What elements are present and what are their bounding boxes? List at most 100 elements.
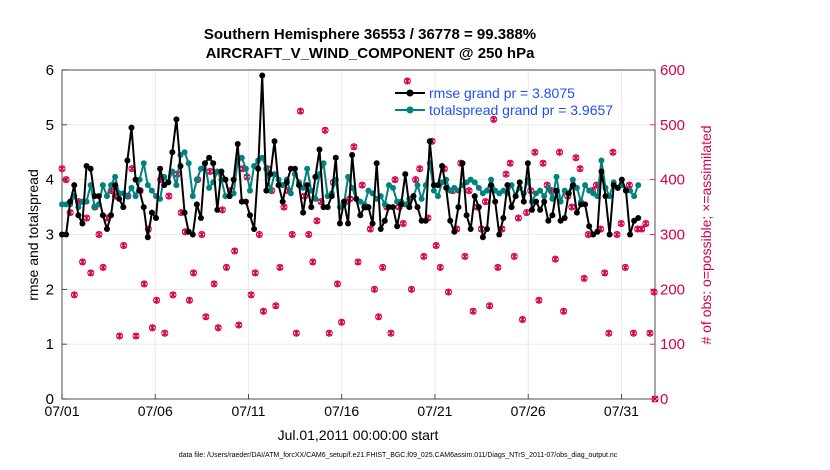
rmse-point [152, 215, 159, 222]
obs-assimilated-marker [622, 264, 629, 271]
obs-assimilated-marker [211, 280, 218, 288]
y-axis-right-ticks: 0 100 200 300 400 500 600 [650, 62, 685, 408]
rmse-point [357, 212, 364, 219]
obs-point [551, 255, 559, 263]
rmse-point [140, 204, 147, 211]
data-file-footnote: data file: /Users/raeder/DAI/ATM_forcXX/… [179, 452, 618, 459]
rmse-point [569, 182, 576, 189]
rmse-point [300, 209, 307, 216]
rmse-point [95, 193, 102, 200]
obs-assimilated-marker [309, 258, 316, 266]
y-tick-label-right: 100 [660, 336, 685, 353]
obs-assimilated-marker [519, 316, 526, 323]
obs-assimilated-marker [116, 332, 123, 340]
rmse-point [520, 198, 527, 205]
rmse-point [255, 165, 262, 172]
totalspread-point [193, 176, 200, 183]
legend-spread-label: totalspread grand pr = 3.9657 [429, 102, 613, 118]
rmse-point [144, 234, 151, 241]
obs-point [601, 269, 609, 277]
y-axis-left-ticks: 0 1 2 3 4 5 6 [46, 62, 67, 408]
rmse-point [475, 204, 482, 211]
obs-point [370, 285, 378, 293]
rmse-point [426, 138, 433, 145]
rmse-point [128, 124, 135, 131]
rmse-point [177, 162, 184, 169]
rmse-point [222, 176, 229, 183]
obs-assimilated-marker [618, 220, 625, 227]
obs-assimilated-marker [305, 231, 312, 238]
rmse-point [369, 220, 376, 227]
x-tick-label: 07/01 [44, 403, 79, 419]
rmse-point [332, 154, 339, 161]
obs-assimilated-marker [437, 264, 444, 271]
obs-assimilated-marker [186, 296, 193, 304]
obs-point [169, 291, 177, 299]
rmse-point [291, 165, 298, 172]
obs-point [235, 321, 243, 329]
totalspread-point [259, 154, 266, 161]
obs-point [379, 263, 387, 271]
rmse-point [67, 198, 74, 205]
obs-assimilated-marker [190, 269, 197, 277]
rmse-point [132, 176, 139, 183]
totalspread-point [238, 154, 245, 161]
obs-point [391, 176, 399, 184]
obs-assimilated-marker [260, 307, 267, 315]
obs-assimilated-marker [280, 203, 288, 211]
obs-point [255, 231, 263, 238]
y-tick-label-right: 200 [660, 281, 685, 298]
obs-assimilated-marker [350, 143, 357, 151]
rmse-point [390, 204, 397, 211]
x-tick-label: 07/31 [604, 403, 639, 419]
rmse-point [193, 201, 200, 208]
obs-point [309, 258, 317, 266]
obs-assimilated-marker [248, 291, 255, 299]
obs-point [556, 148, 564, 156]
rmse-point [230, 176, 237, 183]
rmse-point [541, 198, 548, 205]
obs-point [625, 181, 633, 189]
x-tick-label: 07/06 [138, 403, 173, 419]
rmse-point [463, 212, 470, 219]
rmse-point [148, 209, 155, 216]
rmse-point [157, 165, 164, 172]
y-tick-label-left: 1 [46, 336, 54, 353]
obs-point [490, 115, 498, 123]
obs-assimilated-marker [420, 253, 427, 260]
obs-assimilated-marker [539, 159, 547, 167]
obs-point [358, 181, 366, 189]
obs-point [518, 315, 526, 323]
obs-point [292, 329, 300, 337]
obs-assimilated-marker [149, 324, 156, 332]
obs-point [531, 148, 539, 156]
rmse-point [394, 223, 401, 230]
totalspread-point [345, 173, 352, 180]
obs-point [83, 214, 91, 222]
x-axis-ticks: 07/01 07/06 07/11 07/16 07/21 07/26 07/31 [44, 394, 639, 419]
obs-point [338, 318, 346, 326]
totalspread-point [484, 187, 491, 194]
obs-point [523, 209, 531, 217]
chart-title-line2: AIRCRAFT_V_WIND_COMPONENT @ 250 hPa [206, 45, 536, 62]
rmse-point [598, 168, 605, 175]
obs-assimilated-marker [293, 329, 300, 337]
obs-point [148, 324, 156, 332]
totalspread-point [132, 193, 139, 200]
rmse-point [246, 212, 253, 219]
rmse-point [349, 151, 356, 158]
obs-assimilated-marker [215, 324, 222, 332]
obs-assimilated-marker [334, 280, 341, 288]
rmse-point [573, 209, 580, 216]
totalspread-point [471, 179, 478, 186]
obs-assimilated-marker [202, 313, 209, 321]
totalspread-point [553, 173, 560, 180]
totalspread-point [312, 195, 319, 202]
obs-assimilated-marker [651, 288, 658, 296]
rmse-point [528, 206, 535, 213]
rmse-point [116, 195, 123, 202]
obs-point [506, 159, 514, 167]
obs-assimilated-marker [605, 329, 612, 337]
obs-assimilated-marker [153, 296, 160, 304]
obs-point [313, 217, 321, 225]
